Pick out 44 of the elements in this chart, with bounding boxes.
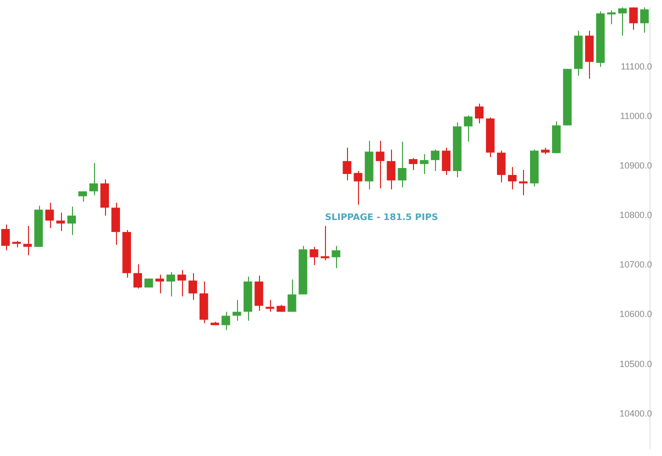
y-tick-label: 10900.0 — [619, 160, 652, 171]
y-tick-label: 10400.0 — [619, 408, 652, 418]
candlestick — [420, 154, 428, 174]
y-tick-label: 10600.0 — [619, 309, 652, 320]
candlestick — [474, 103, 484, 124]
candlestick — [408, 158, 418, 170]
annotation: SLIPPAGE - 181.5 PIPS — [325, 213, 438, 224]
candlestick — [133, 264, 142, 289]
candlestick — [67, 206, 76, 236]
candlestick — [607, 10, 616, 25]
candlestick — [464, 114, 473, 142]
candlestick — [640, 6, 649, 34]
candlestick — [618, 6, 627, 36]
y-tick-label: 10700.0 — [619, 260, 652, 270]
candlestick — [222, 311, 230, 331]
candlestick — [430, 149, 440, 172]
candlestick — [496, 150, 506, 183]
candlestick — [177, 270, 186, 297]
candlestick — [288, 279, 296, 312]
candlestick — [354, 170, 362, 206]
candlestick — [56, 212, 65, 232]
candlestick — [310, 246, 318, 266]
candlestick — [45, 202, 54, 228]
candlestick — [166, 272, 176, 297]
candlestick — [519, 170, 528, 196]
candlestick — [629, 6, 638, 30]
candlestick — [23, 226, 32, 256]
candlestick — [89, 162, 98, 196]
y-tick-label: 10500.0 — [619, 358, 652, 369]
candlestick — [508, 166, 517, 190]
candlestick — [376, 140, 384, 189]
candlestick — [442, 147, 450, 176]
candlestick — [266, 299, 274, 312]
y-tick-label: 11000.0 — [620, 110, 652, 121]
candlestick — [155, 274, 164, 294]
candlestick — [398, 141, 406, 188]
candlestick — [342, 147, 352, 181]
candlestick — [188, 272, 198, 300]
candlestick — [1, 224, 10, 251]
candlestick — [332, 245, 340, 269]
y-tick-label: 11100.0 — [620, 61, 652, 72]
y-tick-label: 10800.0 — [619, 210, 652, 220]
candlestick — [320, 226, 330, 261]
candlestick — [386, 149, 396, 190]
